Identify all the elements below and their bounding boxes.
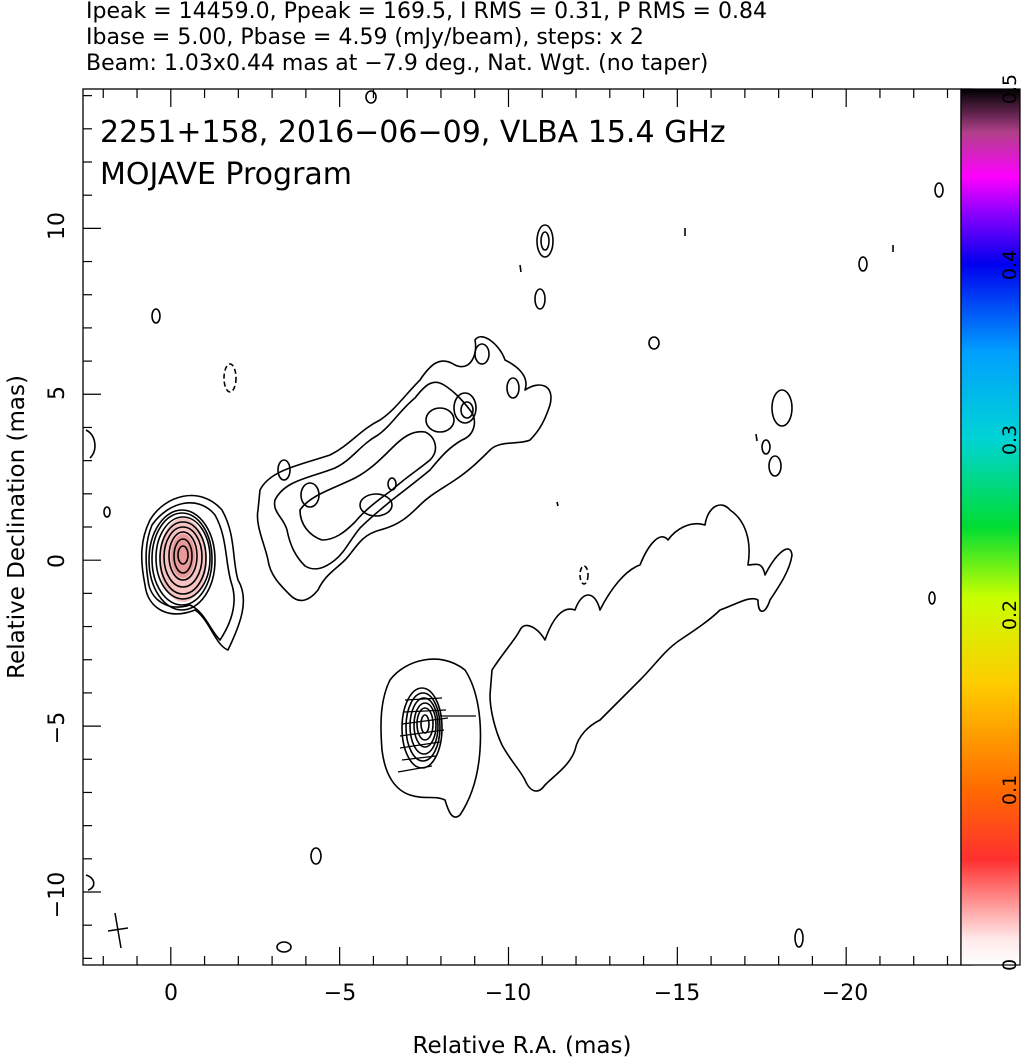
core-contour <box>155 516 211 600</box>
jet-knot-contour <box>300 482 320 508</box>
core-contour <box>159 521 207 595</box>
y-tick-label: −10 <box>45 872 70 918</box>
header-line-1: Ipeak = 14459.0, Ppeak = 169.5, I RMS = … <box>86 0 767 24</box>
x-axis-label: Relative R.A. (mas) <box>413 1033 632 1059</box>
noise-contour <box>761 439 771 455</box>
colorbar-tick-labels: 0 0.1 0.2 0.3 0.4 0.5 <box>999 74 1021 971</box>
jet-knot-contour <box>474 343 490 365</box>
noise-contour <box>771 389 793 427</box>
secondary-contour <box>409 697 439 755</box>
header-line-3: Beam: 1.03x0.44 mas at −7.9 deg., Nat. W… <box>86 51 709 76</box>
jet-knot-contour <box>453 392 477 424</box>
axis-ticks <box>83 88 973 966</box>
jet-contour <box>299 430 437 541</box>
colorbar-tick-label: 0 <box>999 959 1021 971</box>
core-contour <box>163 526 203 588</box>
noise-contour <box>768 455 782 477</box>
colorbar-tick-label: 0.4 <box>999 250 1021 280</box>
header-line-2: Ibase = 5.00, Pbase = 4.59 (mJy/beam), s… <box>86 25 644 50</box>
y-tick-label: −5 <box>45 712 70 744</box>
noise-contour <box>151 308 161 324</box>
jet-knot-contour <box>387 477 397 491</box>
colorbar-tick-label: 0.1 <box>999 775 1021 805</box>
contours <box>85 90 944 953</box>
y-tick-label: 10 <box>45 212 70 240</box>
noise-contour <box>534 288 546 310</box>
x-tick-label: −20 <box>822 981 868 1006</box>
noise-contour <box>85 874 95 891</box>
y-tick-label: 0 <box>45 554 70 568</box>
noise-contour <box>648 336 660 350</box>
jet-knot-contour <box>506 377 520 399</box>
core-contour <box>148 509 216 611</box>
core-contour <box>151 512 213 606</box>
map-title-line-2: MOJAVE Program <box>100 157 352 192</box>
colorbar-tick-label: 0.2 <box>999 600 1021 630</box>
plume-contour <box>489 504 793 792</box>
x-tick-label: −5 <box>324 981 356 1006</box>
core-contour <box>173 538 193 574</box>
jet-knot-contour <box>359 493 393 517</box>
jet-knot-contour <box>460 401 474 419</box>
colorbar <box>960 88 1021 966</box>
jet-contour <box>273 381 476 570</box>
noise-contour <box>310 847 322 865</box>
secondary-contour <box>416 707 434 741</box>
restoring-beam <box>107 912 129 949</box>
x-tick-label: −15 <box>654 981 700 1006</box>
noise-contour <box>223 363 237 393</box>
noise-contour <box>536 224 554 258</box>
core-contour <box>177 545 189 565</box>
secondary-outer-contour <box>380 658 482 818</box>
noise-contour <box>85 429 96 459</box>
colorbar-tick-label: 0.3 <box>999 425 1021 455</box>
noise-contour <box>103 506 111 518</box>
noise-contour <box>579 565 589 585</box>
core-contour <box>168 531 198 581</box>
noise-contour <box>928 591 936 605</box>
noise-contour <box>858 256 868 272</box>
map-title-line-1: 2251+158, 2016−06−09, VLBA 15.4 GHz <box>100 115 726 150</box>
secondary-contour <box>413 702 437 748</box>
core-contour <box>145 502 235 641</box>
noise-contour <box>755 433 758 442</box>
x-tick-label: 0 <box>164 981 178 1006</box>
noise-contour <box>519 264 522 273</box>
noise-contour <box>794 928 804 948</box>
y-tick-labels: −10 −5 0 5 10 <box>45 212 70 918</box>
secondary-contour <box>420 714 430 734</box>
core-contour <box>140 494 245 651</box>
plot-frame <box>82 88 962 966</box>
x-tick-label: −10 <box>485 981 531 1006</box>
colorbar-tick-label: 0.5 <box>999 74 1021 104</box>
y-axis-label: Relative Declination (mas) <box>4 375 30 679</box>
jet-knot-contour <box>425 407 455 433</box>
jet-knot-contour <box>277 459 291 481</box>
x-tick-labels: 0 −5 −10 −15 −20 <box>164 981 868 1006</box>
polarization-vectors <box>397 697 476 773</box>
noise-contour <box>276 941 292 953</box>
noise-contour <box>556 501 559 507</box>
noise-contour <box>934 182 944 198</box>
jet-contour <box>256 336 552 602</box>
noise-contour <box>540 231 550 251</box>
noise-contour <box>365 90 377 104</box>
y-tick-label: 5 <box>45 386 70 400</box>
secondary-contour <box>405 692 441 762</box>
